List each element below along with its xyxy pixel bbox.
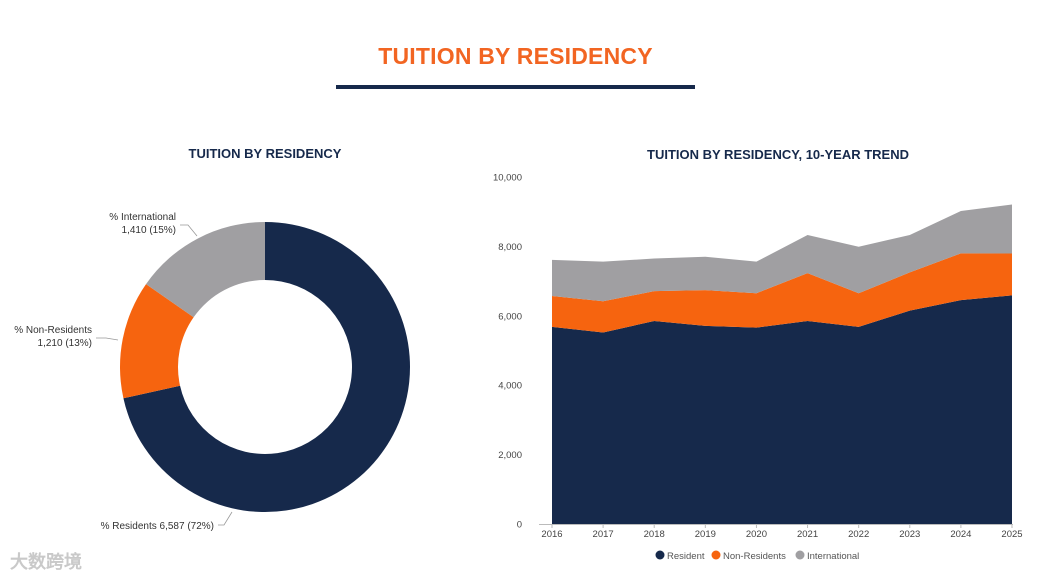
legend: Resident Non-Residents International [655,550,859,562]
x-tick-label: 2024 [950,529,971,540]
y-tick-label: 10,000 [493,173,522,184]
legend-resident: Resident [667,551,705,562]
leader-line-residents [218,511,233,526]
x-axis: 2016 2017 2018 2019 2020 2021 2022 2023 2024 2025 [539,524,1023,540]
donut-slice-non-residents [119,284,194,399]
label-non-residents-name: % Non-Residents [14,325,92,336]
page-title: TUITION BY RESIDENCY [378,43,653,69]
area-chart-title: TUITION BY RESIDENCY, 10-YEAR TREND [647,147,909,162]
donut-slice-international [146,222,265,318]
y-tick-label: 0 [517,520,522,531]
donut-chart-title: TUITION BY RESIDENCY [189,146,342,161]
label-non-residents-value: 1,210 (13%) [38,338,92,349]
x-tick-label: 2022 [848,529,869,540]
x-tick-label: 2023 [899,529,920,540]
leader-line-international [180,224,198,237]
y-tick-label: 8,000 [498,242,522,253]
donut-slice-residents [123,222,410,512]
label-residents: % Residents 6,587 (72%) [101,521,214,532]
label-international-name: % International [109,212,176,223]
x-tick-label: 2019 [695,529,716,540]
legend-international: International [807,551,859,562]
area-international [552,204,1012,302]
watermark: 大数跨境 [10,552,82,572]
donut-chart [119,222,410,512]
area-non-residents [552,253,1012,333]
y-tick-label: 6,000 [498,311,522,322]
y-tick-label: 2,000 [498,450,522,461]
x-tick-label: 2017 [593,529,614,540]
leader-line-non-residents [96,337,119,341]
x-tick-label: 2021 [797,529,818,540]
area-resident [552,295,1012,524]
x-tick-label: 2020 [746,529,767,540]
legend-swatch-non-residents [711,550,721,560]
label-international-value: 1,410 (15%) [122,225,176,236]
title-underline [336,85,695,89]
legend-swatch-international [795,550,805,560]
legend-swatch-resident [655,550,665,560]
area-chart [552,204,1012,524]
y-axis: 0 2,000 4,000 6,000 8,000 10,000 [493,173,522,531]
x-tick-label: 2016 [541,529,562,540]
x-tick-label: 2018 [644,529,665,540]
y-tick-label: 4,000 [498,381,522,392]
x-tick-label: 2025 [1001,529,1022,540]
legend-non-residents: Non-Residents [723,551,786,562]
